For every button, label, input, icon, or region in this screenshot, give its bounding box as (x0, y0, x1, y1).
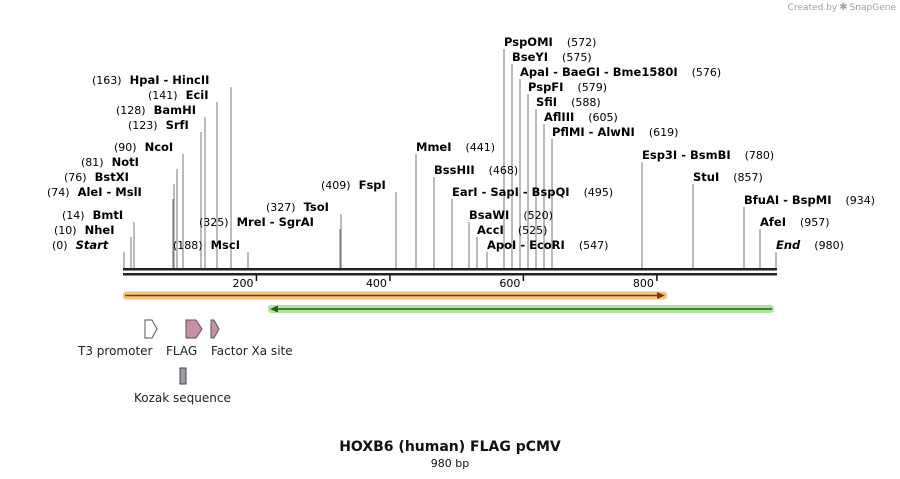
site-label: EarI - SapI - BspQI (495) (452, 185, 613, 199)
ruler-tick-label: 400 (366, 277, 387, 290)
site-label: (327) TsoI (266, 200, 329, 214)
site-label: AfeI (957) (760, 215, 830, 229)
map-title: HOXB6 (human) FLAG pCMV (339, 439, 561, 455)
factor-xa-label: Factor Xa site (211, 344, 293, 358)
site-label: PspOMI (572) (504, 35, 596, 49)
map-subtitle: 980 bp (430, 457, 470, 470)
ruler-tick-label: 600 (499, 277, 520, 290)
backbone-top-strand (123, 268, 777, 271)
site-label: MmeI (441) (416, 140, 495, 154)
ruler-tick-label: 800 (633, 277, 654, 290)
site-label: (90) NcoI (114, 140, 173, 154)
site-label: BssHII (468) (434, 163, 518, 177)
credit-brand: SnapGene (849, 2, 896, 13)
site-label: ApaI - BaeGI - Bme1580I (576) (520, 65, 721, 79)
site-label: (0) Start (52, 238, 109, 252)
site-label: BseYI (575) (512, 50, 592, 64)
snapgene-credit: Created by ✱ SnapGene (788, 2, 896, 13)
site-leader-lines (123, 49, 777, 268)
factor-xa-feature: Factor Xa site (210, 319, 293, 358)
site-label: (409) FspI (321, 178, 386, 192)
backbone (123, 268, 777, 276)
snapgene-logo-icon: ✱ (839, 2, 848, 13)
site-label: BfuAI - BspMI (934) (744, 193, 875, 207)
flag-arrow-icon (185, 319, 203, 339)
green-feature-arrow (268, 305, 774, 313)
flag-feature: FLAG (166, 319, 203, 358)
site-label: ApoI - EcoRI (547) (487, 238, 608, 252)
ruler: 200 400 600 800 (232, 275, 658, 290)
site-label: (163) HpaI - HincII (92, 73, 209, 87)
site-label: (74) AleI - MslI (47, 185, 142, 199)
site-label: (325) MreI - SgrAI (199, 215, 314, 229)
site-label: (10) NheI (54, 223, 114, 237)
backbone-bottom-strand (123, 273, 777, 276)
site-label: SfiI (588) (536, 95, 601, 109)
kozak-label: Kozak sequence (134, 391, 231, 405)
kozak-box-icon (179, 367, 187, 385)
site-label: StuI (857) (693, 170, 763, 184)
site-label: End (980) (776, 238, 844, 252)
site-label: (123) SrfI (128, 118, 189, 132)
site-label: PspFI (579) (528, 80, 607, 94)
site-label: (141) EciI (148, 88, 209, 102)
ruler-tick-label: 200 (232, 277, 253, 290)
site-labels: (0) Start(10) NheI(14) BmtI(74) AleI - MslI(… (47, 35, 875, 252)
site-label: (188) MscI (173, 238, 240, 252)
site-label: (81) NotI (81, 155, 139, 169)
t3-promoter-arrow-icon (144, 319, 158, 339)
flag-label: FLAG (166, 344, 197, 358)
site-label: AflIII (605) (544, 110, 618, 124)
site-label: (76) BstXI (64, 170, 129, 184)
orange-feature-arrow (123, 291, 667, 300)
site-label: Esp3I - BsmBI (780) (642, 148, 774, 162)
site-label: AccI (525) (477, 223, 547, 237)
kozak-feature: Kozak sequence (134, 367, 231, 405)
site-label: (14) BmtI (62, 208, 123, 222)
t3-promoter-feature: T3 promoter (77, 319, 158, 358)
site-label: BsaWI (520) (469, 208, 553, 222)
t3-promoter-label: T3 promoter (77, 344, 153, 358)
factor-xa-arrow-icon (210, 319, 220, 339)
credit-prefix: Created by (787, 2, 838, 13)
site-label: PflMI - AlwNI (619) (552, 125, 678, 139)
site-label: (128) BamHI (116, 103, 196, 117)
